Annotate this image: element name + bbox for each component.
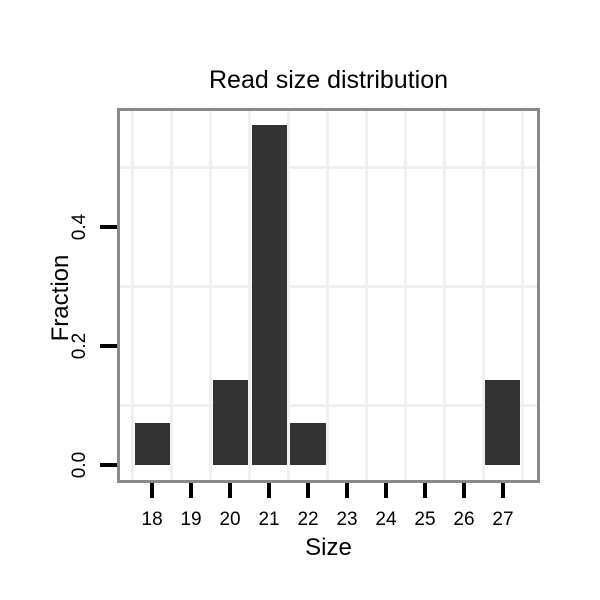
- bar: [485, 380, 521, 466]
- x-tick-label: 27: [492, 509, 514, 530]
- x-tick-label: 19: [180, 509, 202, 530]
- bar: [212, 380, 248, 466]
- y-axis-tick: [100, 344, 117, 349]
- x-axis-tick: [422, 483, 427, 498]
- x-axis-tick: [306, 483, 311, 498]
- x-axis-tick: [189, 483, 194, 498]
- x-axis-tick: [500, 483, 505, 498]
- vertical-gridline: [365, 111, 368, 480]
- x-axis-tick: [345, 483, 350, 498]
- x-tick-label: 21: [258, 509, 280, 530]
- vertical-gridline: [209, 111, 213, 480]
- horizontal-gridline: [120, 404, 537, 408]
- x-tick-label: 26: [453, 509, 475, 530]
- x-tick-label: 23: [336, 509, 358, 530]
- x-tick-label: 25: [414, 509, 436, 530]
- x-axis-tick: [267, 483, 272, 498]
- vertical-gridline: [442, 111, 446, 480]
- y-axis-title: Fraction: [47, 254, 74, 342]
- y-tick-label: 0.4: [69, 213, 90, 241]
- chart-title: Read size distribution: [208, 66, 448, 94]
- horizontal-gridline: [120, 285, 537, 289]
- x-tick-label: 20: [219, 509, 241, 530]
- bar: [251, 125, 287, 466]
- x-tick-label: 18: [141, 509, 163, 530]
- vertical-gridline: [248, 111, 252, 480]
- vertical-gridline: [170, 111, 174, 480]
- vertical-gridline: [520, 111, 524, 480]
- vertical-gridline: [287, 111, 291, 480]
- vertical-gridline: [326, 111, 330, 480]
- y-tick-label: 0.0: [69, 451, 90, 479]
- x-axis-tick: [228, 483, 233, 498]
- bar: [290, 422, 326, 466]
- vertical-gridline: [131, 111, 135, 480]
- horizontal-gridline: [120, 166, 537, 170]
- vertical-gridline: [403, 111, 407, 480]
- y-axis-tick: [100, 225, 117, 230]
- x-axis-title: Size: [305, 534, 352, 561]
- x-tick-label: 24: [375, 509, 397, 530]
- x-axis-tick: [150, 483, 155, 498]
- y-axis-tick: [100, 463, 117, 468]
- x-axis-tick: [384, 483, 388, 498]
- x-axis-tick: [461, 483, 466, 498]
- vertical-gridline: [481, 111, 485, 480]
- x-tick-label: 22: [297, 509, 319, 530]
- bar: [134, 422, 170, 466]
